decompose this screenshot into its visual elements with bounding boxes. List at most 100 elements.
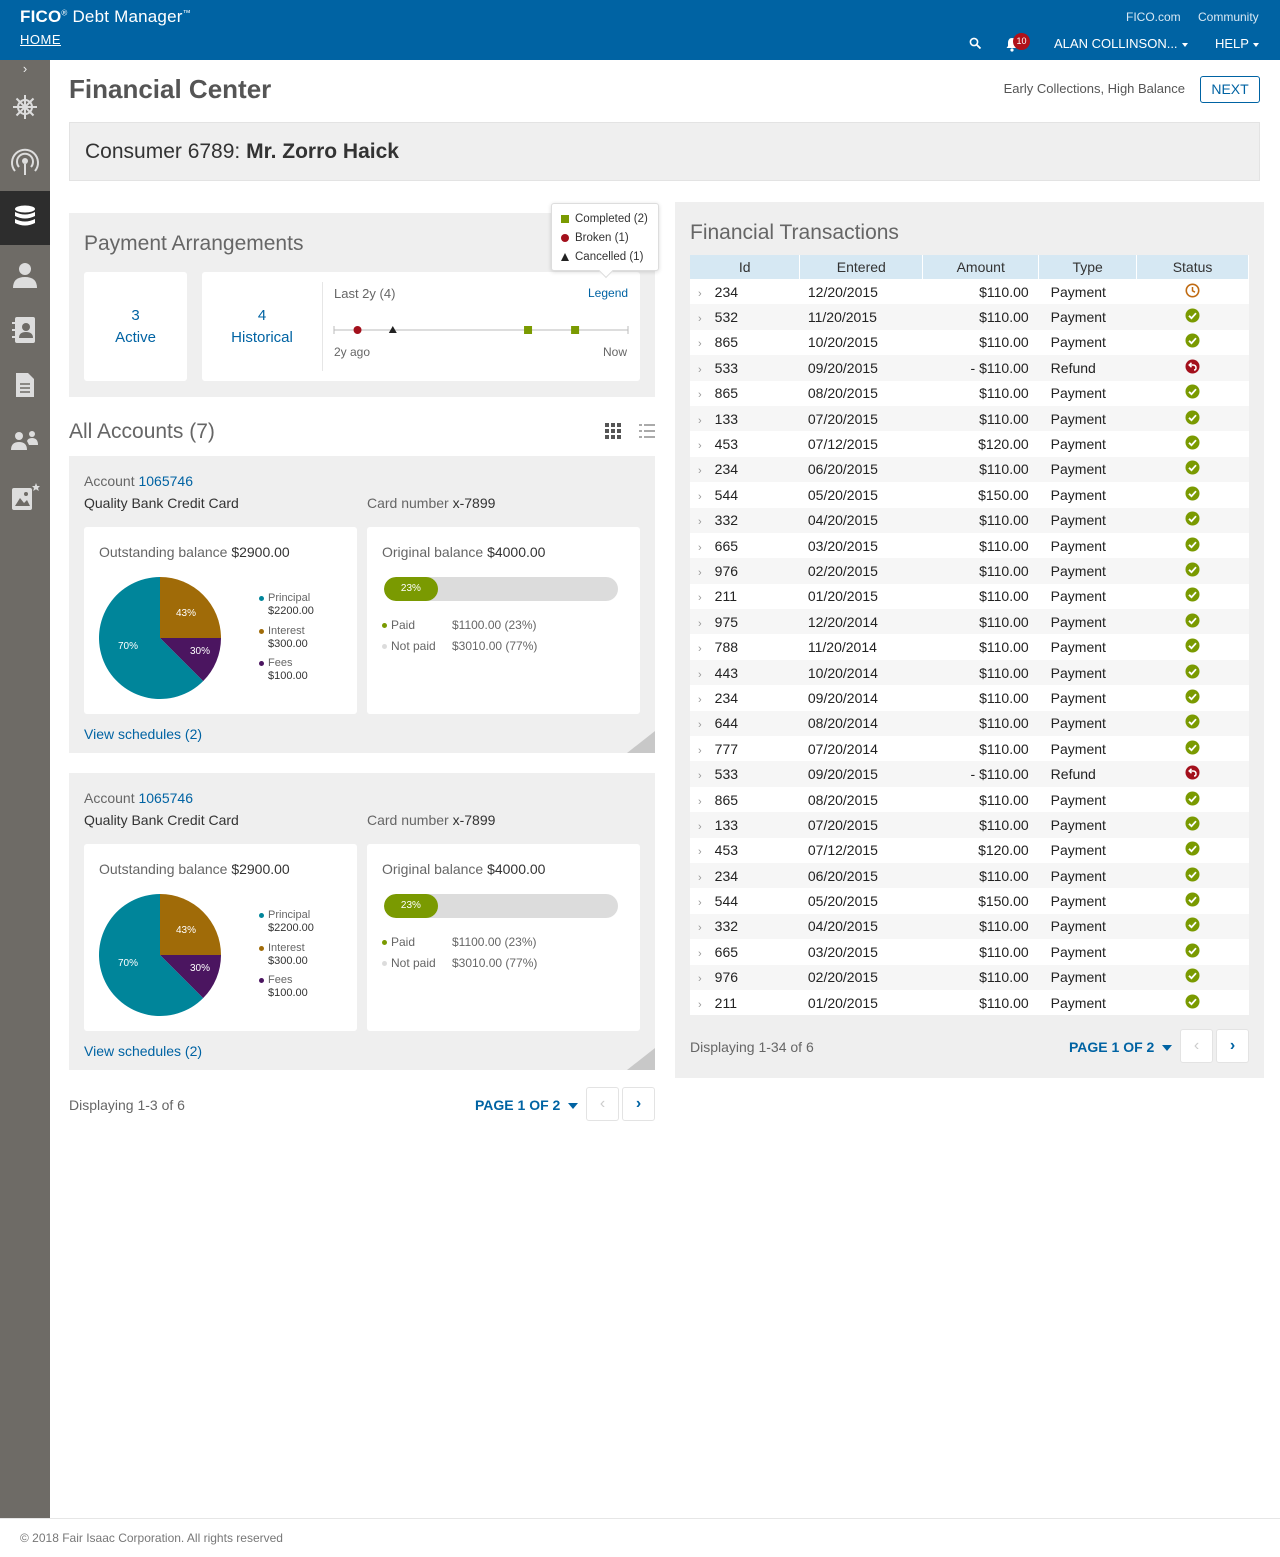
accounts-next-button[interactable]: ›: [622, 1087, 655, 1121]
sidebar-expand-icon[interactable]: ›: [22, 61, 28, 76]
fico-com-link[interactable]: FICO.com: [1126, 10, 1181, 24]
table-row[interactable]: › 665 03/20/2015 $110.00 Payment: [690, 532, 1249, 559]
chevron-right-icon[interactable]: ›: [698, 414, 702, 427]
home-link[interactable]: HOME: [20, 32, 61, 47]
column-header-entered[interactable]: Entered: [799, 255, 924, 279]
chevron-right-icon[interactable]: ›: [698, 465, 702, 478]
chevron-right-icon[interactable]: ›: [698, 389, 702, 402]
table-row[interactable]: › 544 05/20/2015 $150.00 Payment: [690, 482, 1249, 508]
sidebar-item-person[interactable]: [0, 248, 50, 302]
active-arrangements-card[interactable]: 3 Active: [84, 272, 187, 381]
column-header-type[interactable]: Type: [1038, 255, 1138, 279]
column-header-amount[interactable]: Amount: [922, 255, 1040, 279]
sidebar-item-broadcast[interactable]: [0, 135, 50, 189]
chevron-right-icon[interactable]: ›: [698, 744, 702, 757]
chevron-right-icon[interactable]: ›: [698, 973, 702, 986]
grid-view-icon[interactable]: [605, 423, 621, 444]
transactions-next-button[interactable]: ›: [1216, 1029, 1249, 1063]
accounts-page-select[interactable]: PAGE 1 OF 2: [475, 1097, 579, 1113]
account-number-link[interactable]: 1065746: [138, 790, 193, 806]
chevron-right-icon[interactable]: ›: [698, 668, 702, 681]
transactions-page-select[interactable]: PAGE 1 OF 2: [1069, 1039, 1173, 1055]
accounts-prev-button[interactable]: ‹: [586, 1087, 619, 1121]
view-schedules-link[interactable]: View schedules (2): [84, 726, 203, 742]
table-row[interactable]: › 976 02/20/2015 $110.00 Payment: [690, 558, 1249, 584]
transactions-prev-button[interactable]: ‹: [1180, 1029, 1213, 1063]
chevron-right-icon[interactable]: ›: [698, 313, 702, 326]
chevron-right-icon[interactable]: ›: [698, 338, 702, 351]
table-row[interactable]: › 133 07/20/2015 $110.00 Payment: [690, 405, 1249, 432]
chevron-right-icon[interactable]: ›: [698, 566, 702, 579]
timeline-marker-completed[interactable]: [571, 326, 580, 334]
list-view-icon[interactable]: [639, 423, 655, 444]
timeline-marker-broken[interactable]: [353, 326, 362, 334]
timeline-marker-completed[interactable]: [524, 326, 533, 334]
table-row[interactable]: › 453 07/12/2015 $120.00 Payment: [690, 837, 1249, 863]
account-number-link[interactable]: 1065746: [138, 473, 193, 489]
table-row[interactable]: › 665 03/20/2015 $110.00 Payment: [690, 939, 1249, 965]
table-row[interactable]: › 453 07/12/2015 $120.00 Payment: [690, 431, 1249, 457]
sidebar-item-helm[interactable]: [0, 80, 50, 134]
legend-link[interactable]: Legend: [588, 286, 629, 300]
sidebar-item-document[interactable]: [0, 358, 50, 412]
table-row[interactable]: › 777 07/20/2014 $110.00 Payment: [690, 736, 1249, 762]
table-row[interactable]: › 865 08/20/2015 $110.00 Payment: [690, 786, 1249, 813]
chevron-right-icon[interactable]: ›: [698, 770, 702, 783]
next-button[interactable]: NEXT: [1200, 76, 1260, 103]
help-menu[interactable]: HELP: [1215, 36, 1259, 51]
resize-corner-icon[interactable]: [627, 731, 655, 753]
table-row[interactable]: › 975 12/20/2014 $110.00 Payment: [690, 609, 1249, 635]
table-row[interactable]: › 533 09/20/2015- $110.00 Refund: [690, 355, 1249, 381]
table-row[interactable]: › 234 06/20/2015 $110.00 Payment: [690, 456, 1249, 483]
timeline-marker-cancelled[interactable]: [388, 326, 397, 333]
sidebar-item-image[interactable]: [0, 470, 50, 524]
sidebar-item-team[interactable]: [0, 414, 50, 468]
chevron-right-icon[interactable]: ›: [698, 693, 702, 706]
table-row[interactable]: › 133 07/20/2015 $110.00 Payment: [690, 812, 1249, 838]
chevron-right-icon[interactable]: ›: [698, 998, 702, 1011]
table-row[interactable]: › 644 08/20/2014 $110.00 Payment: [690, 710, 1249, 737]
chevron-right-icon[interactable]: ›: [698, 592, 702, 605]
table-row[interactable]: › 234 09/20/2014 $110.00 Payment: [690, 685, 1249, 711]
chevron-right-icon[interactable]: ›: [698, 846, 702, 859]
historical-arrangements[interactable]: 4 Historical: [202, 305, 322, 349]
chevron-right-icon[interactable]: ›: [698, 820, 702, 833]
table-row[interactable]: › 332 04/20/2015 $110.00 Payment: [690, 913, 1249, 940]
table-row[interactable]: › 234 12/20/2015 $110.00 Payment: [690, 279, 1249, 305]
chevron-right-icon[interactable]: ›: [698, 363, 702, 376]
table-row[interactable]: › 865 10/20/2015 $110.00 Payment: [690, 329, 1249, 356]
table-row[interactable]: › 443 10/20/2014 $110.00 Payment: [690, 659, 1249, 686]
table-row[interactable]: › 544 05/20/2015 $150.00 Payment: [690, 888, 1249, 914]
chevron-right-icon[interactable]: ›: [698, 516, 702, 529]
table-row[interactable]: › 211 01/20/2015 $110.00 Payment: [690, 583, 1249, 610]
user-menu[interactable]: ALAN COLLINSON...: [1054, 36, 1188, 51]
column-header-id[interactable]: Id: [690, 255, 801, 279]
sidebar-item-database[interactable]: [0, 191, 50, 245]
column-header-status[interactable]: Status: [1136, 255, 1249, 279]
table-row[interactable]: › 211 01/20/2015 $110.00 Payment: [690, 989, 1249, 1016]
table-row[interactable]: › 865 08/20/2015 $110.00 Payment: [690, 380, 1249, 406]
chevron-right-icon[interactable]: ›: [698, 871, 702, 884]
table-row[interactable]: › 332 04/20/2015 $110.00 Payment: [690, 507, 1249, 533]
sidebar-item-contacts[interactable]: [0, 303, 50, 357]
chevron-right-icon[interactable]: ›: [698, 440, 702, 453]
table-row[interactable]: › 788 11/20/2014 $110.00 Payment: [690, 634, 1249, 660]
chevron-right-icon[interactable]: ›: [698, 287, 702, 300]
table-row[interactable]: › 976 02/20/2015 $110.00 Payment: [690, 964, 1249, 990]
search-icon[interactable]: [969, 37, 982, 55]
table-row[interactable]: › 532 11/20/2015 $110.00 Payment: [690, 304, 1249, 330]
chevron-right-icon[interactable]: ›: [698, 541, 702, 554]
chevron-right-icon[interactable]: ›: [698, 947, 702, 960]
chevron-right-icon[interactable]: ›: [698, 643, 702, 656]
view-schedules-link[interactable]: View schedules (2): [84, 1043, 203, 1059]
table-row[interactable]: › 533 09/20/2015- $110.00 Refund: [690, 761, 1249, 787]
chevron-right-icon[interactable]: ›: [698, 897, 702, 910]
resize-corner-icon[interactable]: [627, 1048, 655, 1070]
chevron-right-icon[interactable]: ›: [698, 617, 702, 630]
chevron-right-icon[interactable]: ›: [698, 795, 702, 808]
chevron-right-icon[interactable]: ›: [698, 922, 702, 935]
community-link[interactable]: Community: [1198, 10, 1259, 24]
table-row[interactable]: › 234 06/20/2015 $110.00 Payment: [690, 862, 1249, 889]
chevron-right-icon[interactable]: ›: [698, 490, 702, 503]
chevron-right-icon[interactable]: ›: [698, 719, 702, 732]
